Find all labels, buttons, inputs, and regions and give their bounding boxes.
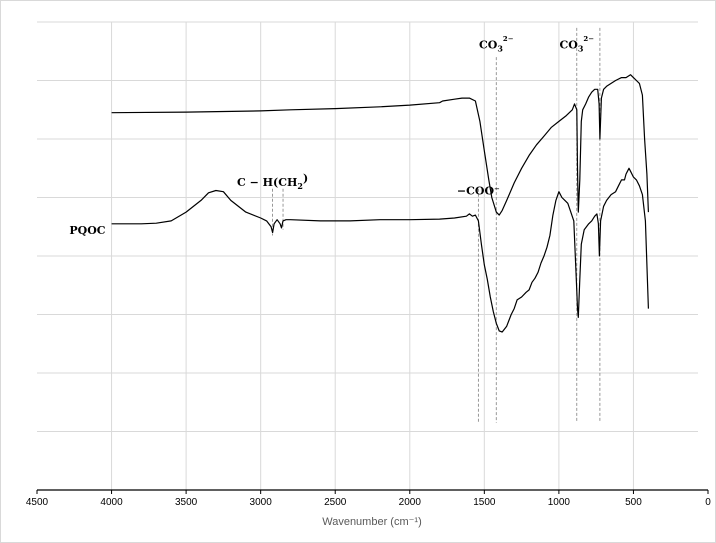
spectrum-line-2 bbox=[111, 167, 649, 333]
x-axis-title: Wavenumber (cm⁻¹) bbox=[322, 516, 422, 528]
x-tick-label: 1000 bbox=[548, 497, 571, 508]
peak-annotation: CO3²⁻ bbox=[560, 34, 595, 53]
peak-annotation: CO3²⁻ bbox=[479, 34, 514, 53]
x-tick-label: 0 bbox=[705, 497, 711, 508]
series-label: PQOC bbox=[69, 224, 105, 237]
x-ticks: 4500 4000 3500 3000 2500 2000 1500 1000 500 0 bbox=[26, 490, 711, 508]
x-tick-label: 3500 bbox=[175, 497, 198, 508]
x-tick-label: 2000 bbox=[399, 497, 422, 508]
peak-annotations: C − H(CH2) −COO⁻ CO3²⁻ CO3²⁻ PQOC bbox=[69, 34, 595, 237]
x-tick-label: 500 bbox=[625, 497, 642, 508]
peak-annotation: −COO⁻ bbox=[457, 185, 500, 198]
peak-annotation: C − H(CH2) bbox=[237, 172, 308, 191]
x-tick-label: 4000 bbox=[100, 497, 123, 508]
x-tick-label: 3000 bbox=[250, 497, 273, 508]
grid bbox=[37, 21, 698, 490]
spectrum-line-1 bbox=[111, 74, 649, 216]
x-tick-label: 2500 bbox=[324, 497, 347, 508]
x-tick-label: 1500 bbox=[473, 497, 496, 508]
spectra bbox=[111, 74, 649, 333]
x-tick-label: 4500 bbox=[26, 497, 49, 508]
